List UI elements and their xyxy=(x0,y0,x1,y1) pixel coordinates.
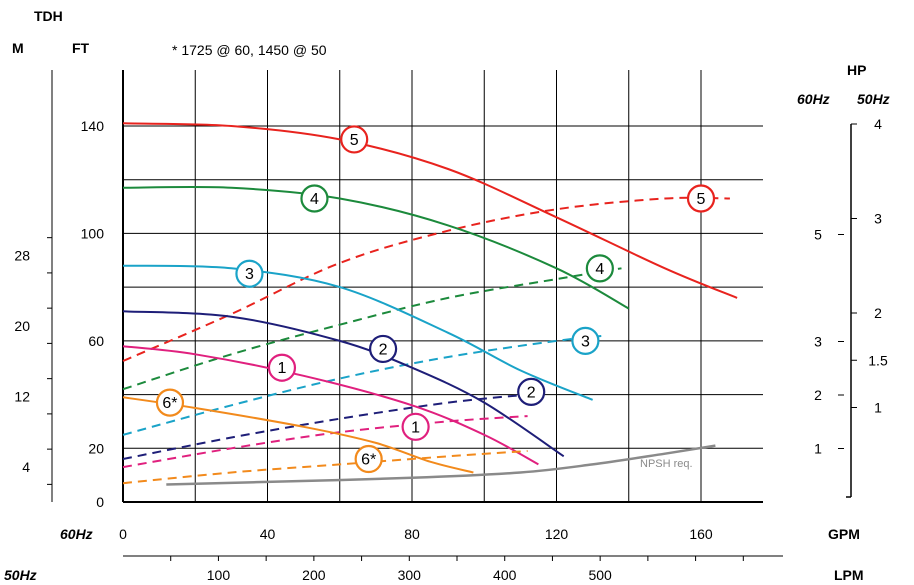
m-tick-label: 4 xyxy=(22,459,30,475)
hp-marker-5-text: 5 xyxy=(697,191,706,208)
hp50-tick-label: 3 xyxy=(874,211,882,227)
speed-note: * 1725 @ 60, 1450 @ 50 xyxy=(172,42,327,58)
head-marker-6star-text: 6* xyxy=(162,395,177,412)
hp-60hz-label: 60Hz xyxy=(797,91,830,107)
m-tick-label: 20 xyxy=(14,318,30,334)
head-curve-4 xyxy=(122,186,630,310)
head-marker-3-circle xyxy=(235,259,264,288)
gpm-tick-label: 160 xyxy=(689,526,713,542)
m-tick-label: 28 xyxy=(14,247,30,263)
hp-marker-4-text: 4 xyxy=(595,261,604,278)
hp-curve-1 xyxy=(122,415,528,469)
hp50-tick-label: 2 xyxy=(874,305,882,321)
hp60-tick-label: 2 xyxy=(814,387,822,403)
hp50-tick-label: 4 xyxy=(874,116,882,132)
head-marker-1: 1 xyxy=(267,353,297,382)
hp-marker-6star: 6* xyxy=(354,444,383,474)
hp-marker-3-circle xyxy=(571,326,600,355)
hp50-tick-label: 1.5 xyxy=(868,352,888,368)
curve-markers: 5 5 4 4 3 3 2 2 1 1 6* 6* xyxy=(155,125,716,474)
head-marker-5: 5 xyxy=(340,125,369,154)
m-tick-label: 12 xyxy=(14,388,30,404)
ft-tick-label: 20 xyxy=(88,440,104,456)
ft-tick-label: 100 xyxy=(81,225,105,241)
hp-marker-2: 2 xyxy=(517,377,546,406)
hp-marker-3-text: 3 xyxy=(581,333,590,350)
curves: NPSH req. xyxy=(122,122,738,486)
head-marker-6star: 6* xyxy=(155,388,185,417)
head-marker-1-circle xyxy=(267,353,297,382)
hp60-tick-label: 3 xyxy=(814,334,822,350)
head-marker-3-text: 3 xyxy=(245,266,254,283)
hp-50hz-label: 50Hz xyxy=(857,91,890,107)
meters-unit-label: M xyxy=(12,40,24,56)
head-curve-2 xyxy=(122,310,565,458)
head-marker-5-text: 5 xyxy=(350,132,359,149)
gpm-tick-label: 120 xyxy=(545,526,569,542)
lpm-tick-label: 200 xyxy=(302,567,326,583)
hp-marker-2-circle xyxy=(517,377,546,406)
grid xyxy=(123,70,763,502)
hp-marker-1: 1 xyxy=(401,412,430,441)
head-marker-3: 3 xyxy=(235,259,264,288)
gpm-tick-label: 80 xyxy=(404,526,420,542)
hp50-tick-label: 1 xyxy=(874,400,882,416)
hp-label: HP xyxy=(847,62,866,78)
head-marker-4: 4 xyxy=(300,184,329,213)
x-gpm-label: GPM xyxy=(828,526,860,542)
ft-tick-label: 140 xyxy=(81,118,105,134)
hp-curve-4 xyxy=(122,267,622,391)
npsh-label: NPSH req. xyxy=(640,458,693,470)
x-lpm-freq-label: 50Hz xyxy=(4,567,37,583)
npsh-curve xyxy=(166,444,716,486)
hp60-tick-label: 1 xyxy=(814,441,822,457)
hp-curve-3 xyxy=(122,334,608,436)
hp-marker-5-circle xyxy=(686,184,716,213)
feet-unit-label: FT xyxy=(72,40,90,56)
head-curve-1 xyxy=(122,345,539,466)
lpm-tick-label: 500 xyxy=(588,567,612,583)
hp-curve-6* xyxy=(122,450,528,485)
x-lpm-label: LPM xyxy=(834,567,864,583)
ft-tick-label: 60 xyxy=(88,333,104,349)
lpm-tick-label: 300 xyxy=(398,567,422,583)
hp-marker-4-circle xyxy=(585,254,614,283)
x-gpm-freq-label: 60Hz xyxy=(60,526,93,542)
lpm-tick-label: 400 xyxy=(493,567,517,583)
hp60-tick-label: 5 xyxy=(814,227,822,243)
head-curve-6* xyxy=(122,396,474,474)
ft-tick-label: 0 xyxy=(96,494,104,510)
hp-curve-5 xyxy=(122,196,730,362)
hp-marker-4: 4 xyxy=(585,254,614,283)
hp-marker-6star-text: 6* xyxy=(361,452,376,469)
axes xyxy=(47,70,857,561)
head-marker-2: 2 xyxy=(369,334,398,364)
head-marker-4-circle xyxy=(300,184,329,213)
hp-marker-2-text: 2 xyxy=(527,384,536,401)
head-marker-2-circle xyxy=(369,334,398,364)
hp-marker-1-circle xyxy=(401,412,430,441)
head-curve-5 xyxy=(122,122,738,299)
head-curve-3 xyxy=(122,264,593,401)
head-marker-4-text: 4 xyxy=(310,191,319,208)
gpm-tick-label: 0 xyxy=(119,526,127,542)
hp-curve-2 xyxy=(122,393,528,460)
hp-marker-3: 3 xyxy=(571,326,600,355)
head-marker-2-text: 2 xyxy=(379,341,388,358)
head-marker-6star-circle xyxy=(155,388,185,417)
head-marker-5-circle xyxy=(340,125,369,154)
hp-marker-5: 5 xyxy=(686,184,716,213)
hp-marker-6star-circle xyxy=(354,444,383,474)
lpm-tick-label: 100 xyxy=(207,567,231,583)
head-marker-1-text: 1 xyxy=(277,360,286,377)
tdh-label: TDH xyxy=(34,8,63,24)
gpm-tick-label: 40 xyxy=(260,526,276,542)
hp-marker-1-text: 1 xyxy=(411,419,420,436)
